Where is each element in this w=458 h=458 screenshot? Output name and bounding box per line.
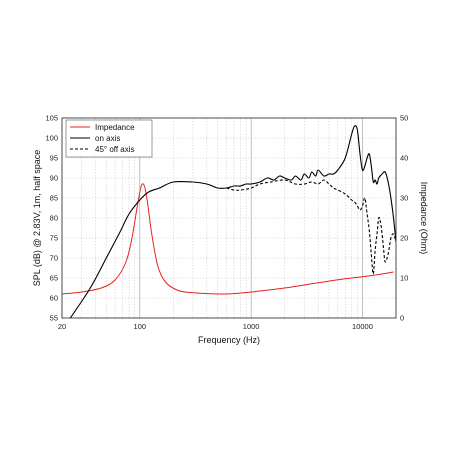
grid — [61, 117, 397, 319]
x-tick-label: 20 — [58, 322, 66, 331]
left-y-tick-label: 85 — [50, 194, 58, 203]
plot-curves — [62, 125, 396, 318]
legend-entry-45-off-axis: 45° off axis — [95, 145, 135, 154]
left-y-tick-label: 95 — [50, 154, 58, 163]
x-axis-label: Frequency (Hz) — [198, 335, 260, 345]
right-y-axis-label: Impedance (Ohm) — [419, 182, 429, 255]
legend-entry-on-axis: on axis — [95, 134, 120, 143]
left-y-tick-label: 70 — [50, 254, 58, 263]
left-y-axis-label: SPL (dB) @ 2.83V, 1m, half space — [32, 150, 42, 287]
right-y-tick-label: 30 — [400, 194, 408, 203]
left-y-tick-label: 80 — [50, 214, 58, 223]
right-y-tick-label: 50 — [400, 114, 408, 123]
legend: Impedance on axis 45° off axis — [65, 119, 153, 158]
left-y-tick-label: 60 — [50, 294, 58, 303]
tick-labels: 20 100 1000 1000055606570758085909510010501… — [45, 114, 408, 331]
on-axis-curve — [69, 125, 396, 318]
x-tick-label: 10000 — [352, 322, 373, 331]
x-tick-label: 100 — [134, 322, 147, 331]
left-y-tick-label: 105 — [45, 114, 58, 123]
right-y-tick-label: 10 — [400, 274, 408, 283]
left-y-tick-label: 100 — [45, 134, 58, 143]
left-y-tick-label: 75 — [50, 234, 58, 243]
left-y-tick-label: 65 — [50, 274, 58, 283]
plot-frame — [61, 117, 397, 319]
off-axis-45-curve — [226, 179, 396, 275]
impedance-curve — [62, 183, 394, 295]
right-y-tick-label: 40 — [400, 154, 408, 163]
left-y-tick-label: 90 — [50, 174, 58, 183]
legend-entry-impedance: Impedance — [95, 123, 135, 132]
right-y-tick-label: 20 — [400, 234, 408, 243]
x-tick-label: 1000 — [243, 322, 260, 331]
right-y-tick-label: 0 — [400, 314, 404, 323]
left-y-tick-label: 55 — [50, 314, 58, 323]
